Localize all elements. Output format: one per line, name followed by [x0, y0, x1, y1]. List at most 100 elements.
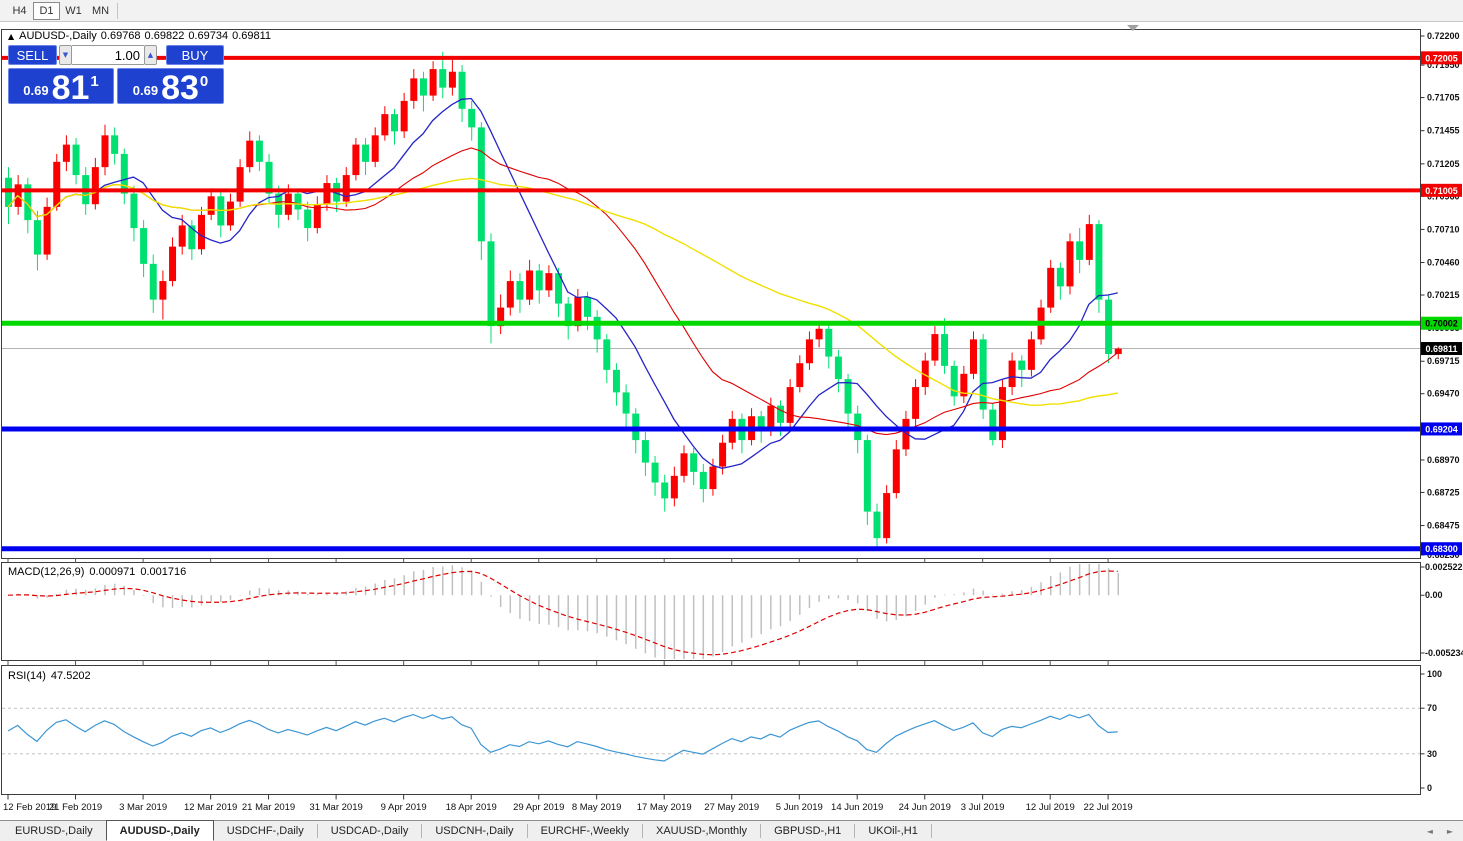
price-axis-label: 0.70215	[1427, 290, 1460, 300]
candle-up	[62, 144, 70, 162]
volume-increase-icon[interactable]: ▲	[144, 45, 157, 65]
candle-down	[593, 316, 601, 340]
macd-signal-value: 0.001716	[140, 566, 187, 578]
candle-down	[535, 270, 543, 291]
tab-separator	[930, 824, 932, 838]
tab-eurchf-weekly[interactable]: EURCHF-,Weekly	[540, 825, 629, 837]
candle-up	[246, 140, 254, 168]
ohlc-low: 0.69734	[188, 30, 229, 42]
candle-up	[912, 387, 920, 419]
candle-up	[53, 161, 61, 207]
rsi-value: 47.5202	[50, 670, 91, 682]
tab-eurusd-daily[interactable]: EURUSD-,Daily	[15, 825, 93, 837]
tab-usdcad-daily[interactable]: USDCAD-,Daily	[330, 825, 409, 837]
sell-button[interactable]: SELL	[8, 45, 57, 65]
timeframe-button-mn[interactable]: MN	[91, 4, 110, 17]
price-axis-label: 0.71455	[1427, 126, 1460, 136]
buy-quote[interactable]: 0.69 83 0	[117, 68, 224, 105]
candle-up	[178, 225, 186, 247]
candle-up	[226, 201, 234, 226]
candle-up	[1085, 224, 1093, 260]
candle-down	[391, 114, 398, 132]
candle-down	[468, 108, 476, 128]
price-badge-support-level	[1421, 542, 1462, 556]
candle-up	[236, 167, 244, 202]
candle-down	[863, 440, 871, 512]
buy-button[interactable]: BUY	[166, 45, 224, 65]
price-badge-label: 0.69811	[1425, 344, 1457, 354]
timeframe-button-w1[interactable]: W1	[65, 4, 82, 17]
volume-decrease-icon[interactable]: ▼	[59, 45, 72, 65]
candle-down	[265, 161, 273, 194]
candle-down	[255, 140, 263, 162]
buy-price-small: 0.69	[132, 83, 159, 98]
price-axis-label: 0.71705	[1427, 93, 1460, 103]
candle-down	[941, 334, 949, 366]
candle-up	[497, 307, 505, 327]
tab-usdchf-daily[interactable]: USDCHF-,Daily	[226, 825, 304, 837]
candle-up	[1066, 241, 1074, 287]
candle-down	[989, 409, 997, 441]
candle-down	[834, 356, 842, 380]
tab-separator	[526, 824, 528, 838]
price-badge-label: 0.72005	[1425, 53, 1458, 63]
price-axis-label: 0.71205	[1427, 159, 1460, 169]
time-axis-label: 27 May 2019	[704, 802, 759, 813]
tab-gbpusd-h1[interactable]: GBPUSD-,H1	[774, 825, 842, 837]
candle-up	[159, 281, 167, 300]
price-axis-label: 0.69470	[1427, 389, 1460, 399]
macd-signal-line	[7, 570, 1118, 656]
candle-up	[526, 270, 534, 300]
time-axis-label: 14 Jun 2019	[831, 802, 883, 813]
candle-up	[429, 69, 437, 96]
candle-up	[1008, 360, 1016, 388]
tab-usdcnh-daily[interactable]: USDCNH-,Daily	[435, 825, 514, 837]
candle-up	[43, 206, 51, 255]
candle-down	[1105, 299, 1113, 354]
candle-down	[690, 453, 698, 472]
candle-down	[439, 69, 447, 88]
candle-down	[188, 225, 196, 250]
candle-down	[294, 193, 302, 210]
time-axis-label: 9 Apr 2019	[381, 802, 427, 813]
price-badge-resistance-level	[1421, 183, 1462, 197]
price-badge-label: 0.71005	[1425, 186, 1458, 196]
rsi-name: RSI(14)	[8, 670, 46, 682]
tab-audusd-daily[interactable]: AUDUSD-,Daily	[105, 820, 214, 841]
time-axis-label: 3 Mar 2019	[119, 802, 167, 813]
tab-xauusd-monthly[interactable]: XAUUSD-,Monthly	[655, 825, 748, 837]
volume-input[interactable]	[72, 45, 144, 65]
candle-up	[91, 167, 99, 205]
chart-symbol: AUDUSD-,Daily	[19, 30, 97, 42]
symbol-tabs: EURUSD-,Daily AUDUSD-,Daily USDCHF-,Daily U…	[2, 820, 932, 841]
timeframe-button-h4[interactable]: H4	[12, 4, 27, 17]
candle-up	[313, 204, 321, 229]
candle-down	[555, 273, 563, 304]
price-axis-label: 0.68475	[1427, 521, 1460, 531]
candle-up	[960, 373, 968, 397]
ohlc-close: 0.69811	[232, 30, 272, 42]
candle-up	[448, 71, 456, 88]
tab-separator	[316, 824, 318, 838]
rsi-axis-label: 70	[1427, 703, 1437, 713]
price-badge-label: 0.70002	[1425, 319, 1458, 329]
candle-up	[796, 363, 804, 388]
collapse-icon[interactable]: ▲	[8, 32, 15, 41]
tab-scroll-left-icon[interactable]: ◄	[1426, 826, 1433, 836]
sell-quote[interactable]: 0.69 81 1	[8, 68, 114, 105]
tab-scroll-right-icon[interactable]: ►	[1446, 826, 1453, 836]
tab-ukoil-h1[interactable]: UKOil-,H1	[868, 825, 918, 837]
timeframe-toolbar: H4 D1 W1 MN	[0, 0, 1463, 22]
symbol-tab-bar: EURUSD-,Daily AUDUSD-,Daily USDCHF-,Daily U…	[0, 820, 1463, 841]
price-badge-label: 0.68300	[1425, 544, 1458, 554]
candle-down	[603, 339, 611, 370]
timeframe-button-d1[interactable]: D1	[33, 1, 60, 20]
candle-up	[371, 135, 379, 162]
candle-down	[33, 220, 41, 255]
candle-down	[979, 339, 987, 410]
tab-separator	[760, 824, 762, 838]
candle-down	[111, 135, 119, 154]
buy-price-sup: 0	[199, 73, 209, 90]
price-badge-support-level	[1421, 422, 1462, 436]
